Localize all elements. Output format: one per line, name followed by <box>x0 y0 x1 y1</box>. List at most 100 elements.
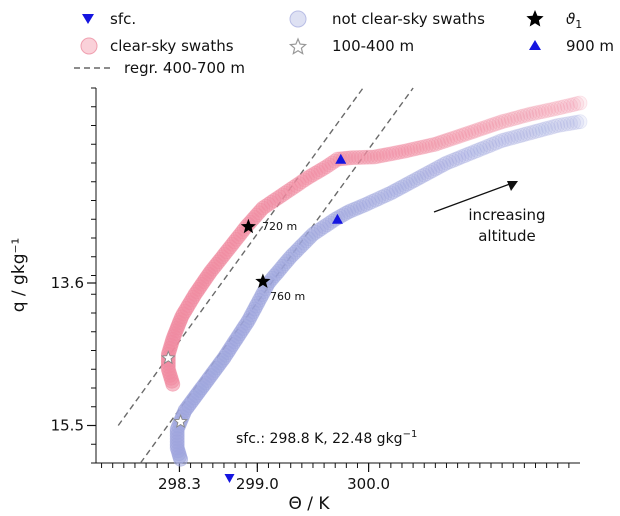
legend-marker-sfc <box>82 14 94 24</box>
data-point <box>272 189 288 205</box>
data-point <box>267 268 282 284</box>
data-point <box>285 247 301 262</box>
data-point <box>559 116 575 132</box>
data-point <box>281 251 297 267</box>
data-point <box>350 200 365 216</box>
data-point <box>430 160 446 175</box>
data-point <box>534 104 550 119</box>
data-point <box>377 188 393 204</box>
sfc-annotation-main: sfc.: 298.8 K, 22.48 gkg <box>236 431 403 447</box>
sfc-annotation-sup: −1 <box>403 429 418 440</box>
data-point <box>361 195 377 211</box>
data-point <box>451 150 467 166</box>
data-point <box>366 149 382 165</box>
data-point <box>550 100 566 116</box>
y-tick-label: 13.6 <box>51 274 84 292</box>
legend-label-theta1-symbol: ϑ <box>566 10 575 28</box>
data-point <box>269 191 285 207</box>
data-point <box>230 229 246 245</box>
data-point <box>205 261 221 277</box>
data-point <box>569 96 585 112</box>
data-point <box>305 167 321 183</box>
data-point <box>503 130 519 146</box>
data-point <box>500 131 516 147</box>
data-point <box>405 173 421 189</box>
x-tick-label: 299.0 <box>236 475 279 493</box>
series-clear-sky <box>160 95 588 392</box>
data-point <box>216 246 232 262</box>
data-point <box>294 238 310 253</box>
legend-item-not-clear-sky: not clear-sky swaths <box>289 10 485 28</box>
altitude-arrow-line <box>433 183 511 213</box>
data-point <box>473 141 488 157</box>
data-point <box>553 100 569 115</box>
x-tick-label: 298.3 <box>158 475 201 493</box>
data-point <box>452 128 468 144</box>
data-point <box>513 109 529 125</box>
data-point <box>321 157 337 173</box>
data-point <box>303 229 319 244</box>
annotation-760m: 760 m <box>270 290 305 303</box>
legend-item-clear-sky: clear-sky swaths <box>80 37 234 55</box>
data-point <box>482 138 498 153</box>
data-point <box>347 201 362 217</box>
legend-label-regr: regr. 400-700 m <box>124 59 245 77</box>
legend-label-sfc: sfc. <box>110 10 136 28</box>
data-point <box>316 160 332 176</box>
data-point <box>218 244 234 260</box>
data-point <box>461 125 477 141</box>
regression-lines <box>117 87 414 464</box>
data-point <box>313 221 329 237</box>
data-point <box>488 135 504 151</box>
data-point <box>534 122 550 138</box>
data-point <box>522 125 538 141</box>
data-point <box>531 123 547 138</box>
x-ticks: 298.3 299.0 300.0 <box>101 463 570 493</box>
data-point <box>294 174 310 190</box>
data-point <box>541 102 556 118</box>
data-point <box>296 235 312 251</box>
data-point <box>494 133 510 148</box>
data-point <box>271 263 287 279</box>
data-point <box>400 176 415 192</box>
data-point <box>446 130 462 146</box>
special-markers <box>160 153 347 483</box>
data-point <box>388 182 404 198</box>
data-point <box>352 199 368 215</box>
data-point <box>277 256 293 272</box>
data-point <box>308 224 324 240</box>
data-point <box>253 289 269 305</box>
data-point <box>397 143 413 159</box>
data-point <box>258 198 274 214</box>
data-point <box>528 105 544 121</box>
data-point <box>283 249 299 265</box>
data-point <box>287 244 303 260</box>
data-point <box>566 115 581 131</box>
data-point <box>269 266 285 281</box>
data-point <box>406 141 422 157</box>
data-point <box>355 198 371 213</box>
data-point <box>400 142 416 158</box>
data-point <box>409 140 425 156</box>
data-point <box>263 194 279 210</box>
data-point <box>439 155 454 171</box>
data-point <box>224 236 240 252</box>
regression-line <box>139 87 414 464</box>
data-point <box>301 231 316 247</box>
data-point <box>433 134 449 150</box>
legend-marker-900m <box>529 40 541 50</box>
marker-star-filled <box>240 218 256 234</box>
x-tick-label: 300.0 <box>347 475 390 493</box>
data-point <box>250 295 266 311</box>
data-point <box>379 147 394 163</box>
legend-label-clear-sky: clear-sky swaths <box>110 37 234 55</box>
data-point <box>385 146 401 161</box>
data-point <box>412 140 428 156</box>
legend-marker-theta1 <box>526 10 544 27</box>
data-point <box>424 137 440 153</box>
data-point <box>277 185 293 201</box>
data-point <box>365 193 380 209</box>
data-point <box>497 113 513 129</box>
data-point <box>469 143 485 158</box>
